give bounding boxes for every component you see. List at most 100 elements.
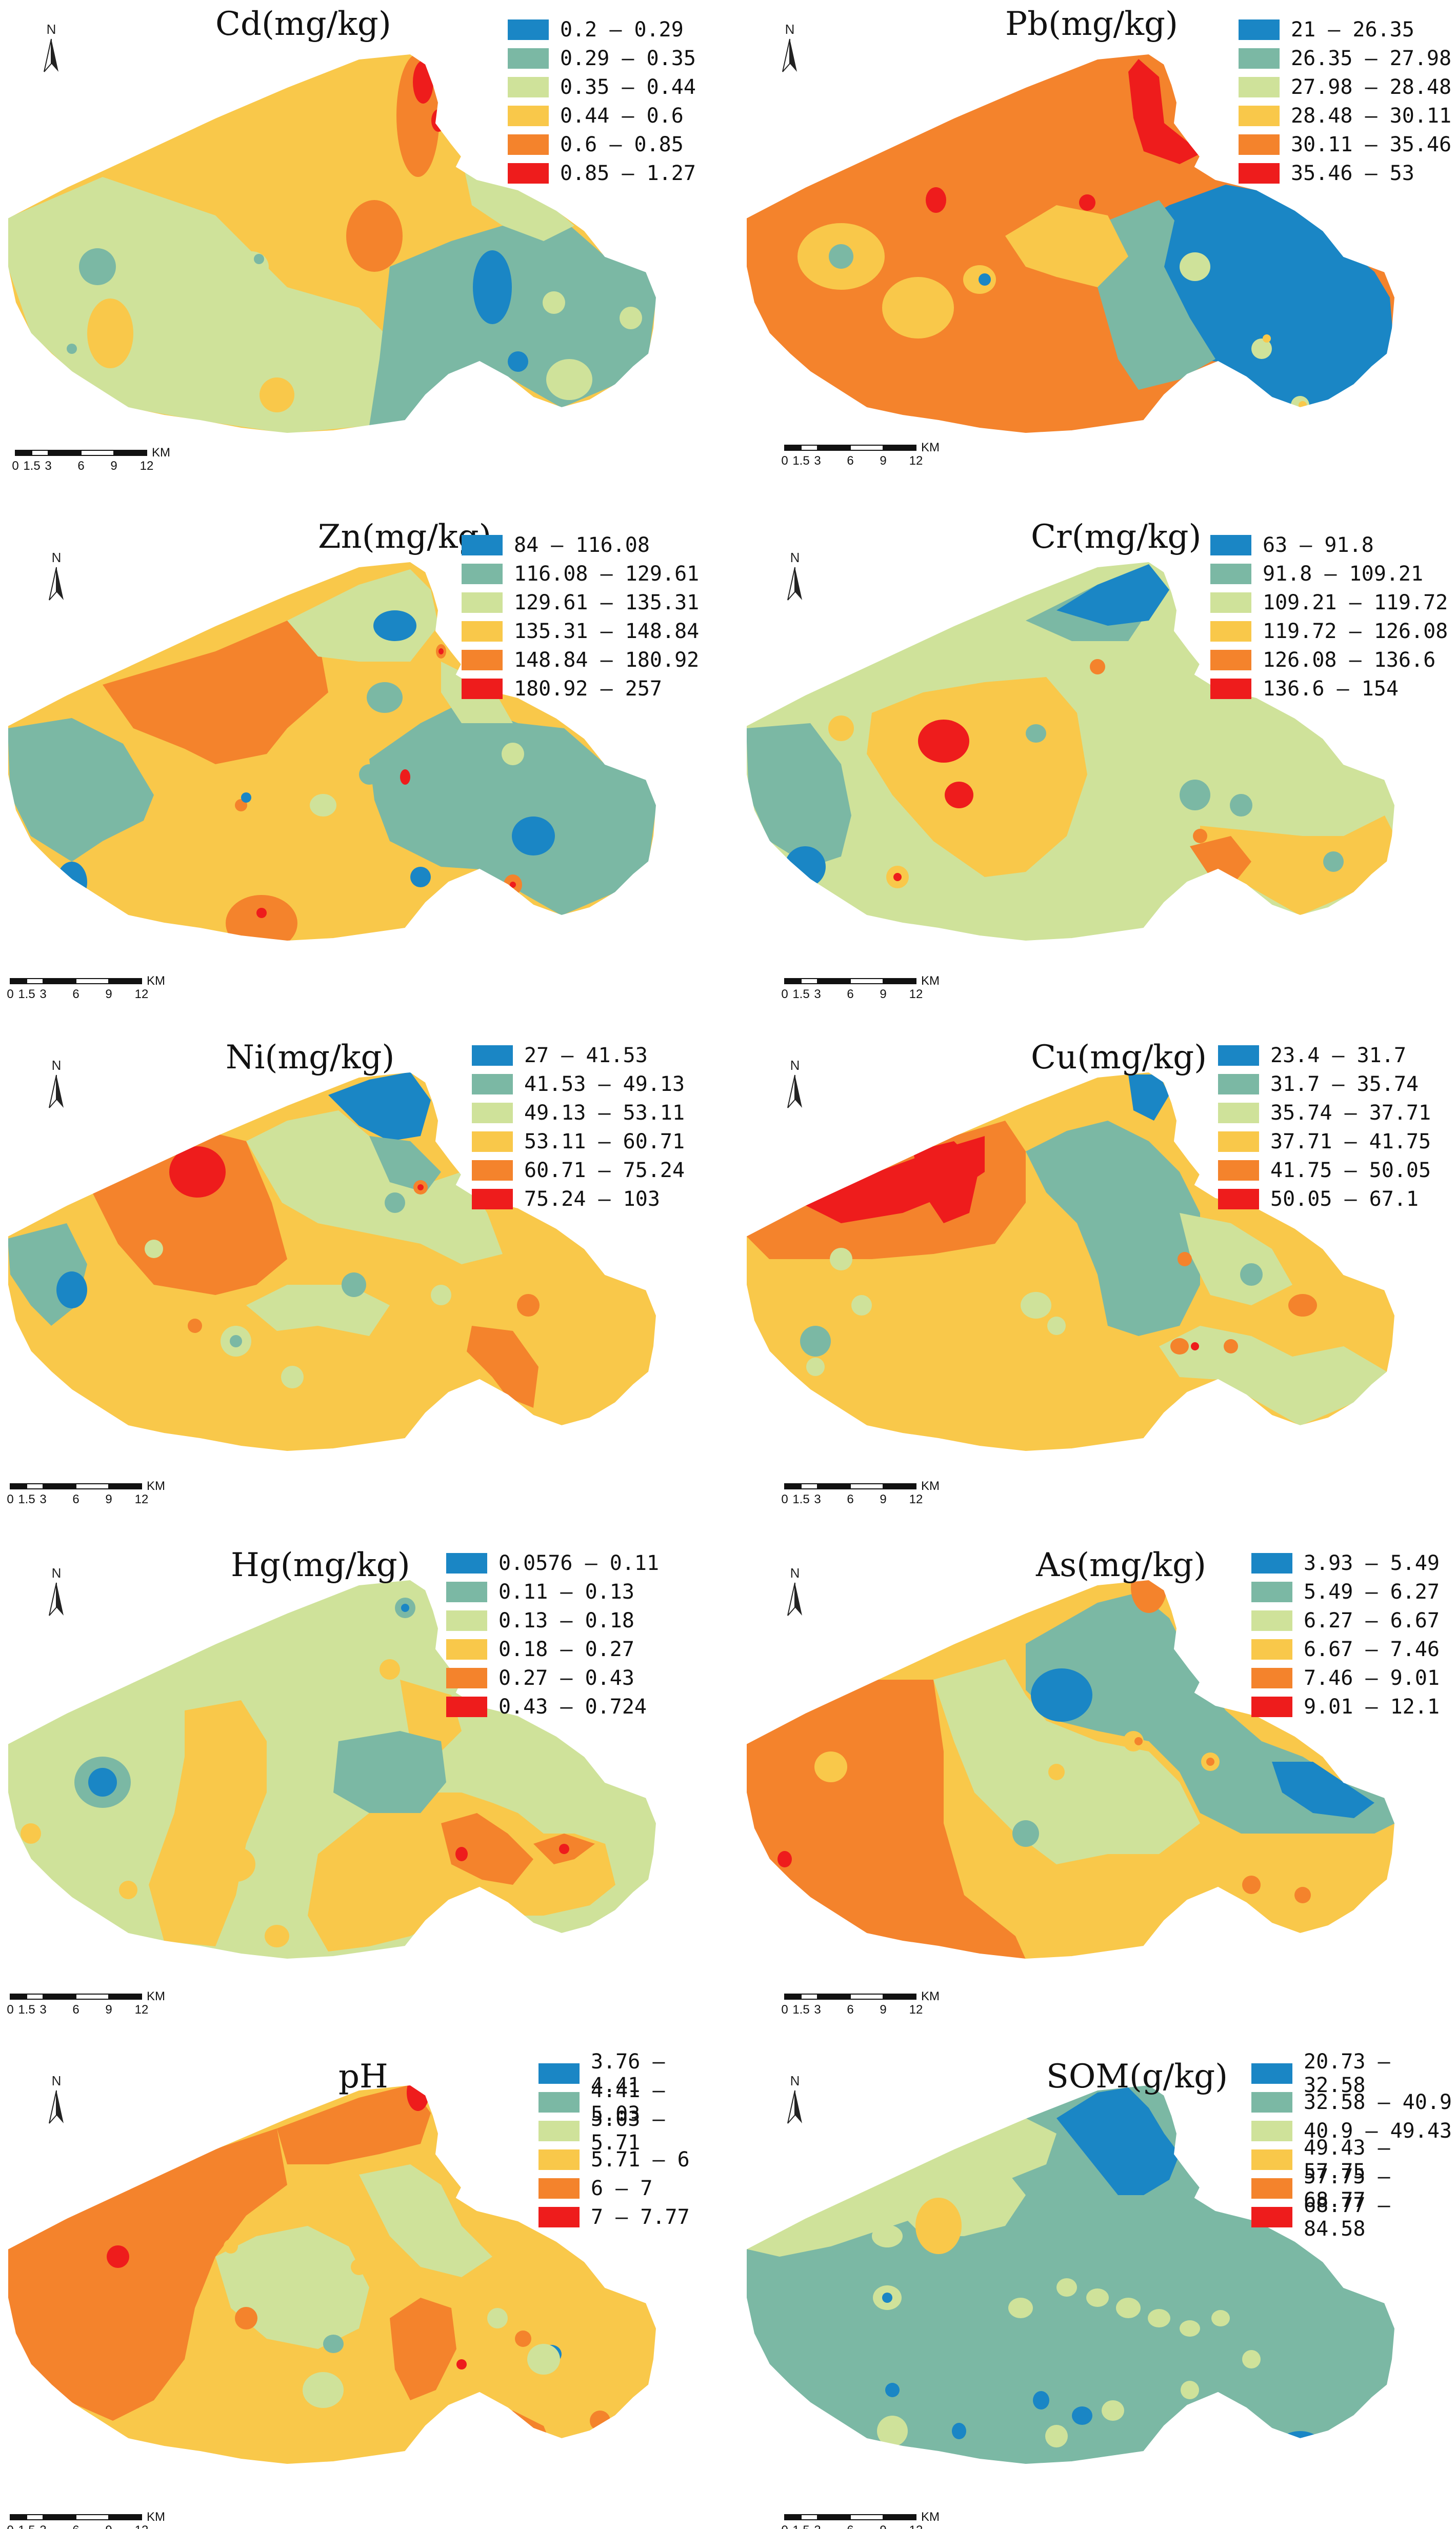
value-patch-class-1 xyxy=(862,636,872,646)
legend-label: 41.75 – 50.05 xyxy=(1270,1159,1431,1182)
legend-swatch xyxy=(508,19,549,40)
legend-item: 9.01 – 12.1 xyxy=(1251,1692,1440,1721)
scale-unit-label: KM xyxy=(147,2511,165,2524)
scale-tick-label: 9 xyxy=(880,2523,886,2529)
legend-swatch xyxy=(446,1553,487,1574)
map-panel-cr: N Cr(mg/kg) 63 – 91.8 91.8 – 109.21 109.21 –… xyxy=(739,508,1456,1010)
value-patch-class-2 xyxy=(1230,794,1252,817)
north-label: N xyxy=(790,1058,800,1073)
value-patch-class-3 xyxy=(1180,2320,1200,2337)
scale-tick-label: 3 xyxy=(814,454,821,468)
legend-swatch xyxy=(508,163,549,184)
scale-tick-label: 1.5 xyxy=(18,987,35,1001)
scale-tick-label: 9 xyxy=(105,987,112,1001)
scale-tick-label: 6 xyxy=(847,1492,853,1506)
legend-label: 68.77 – 84.58 xyxy=(1304,2194,1390,2241)
scale-tick-label: 12 xyxy=(135,2003,149,2017)
legend-item: 3.76 – 4.41 xyxy=(538,2050,718,2097)
legend-item: 60.71 – 75.24 xyxy=(472,1156,685,1185)
value-patch-class-5 xyxy=(961,2459,978,2464)
legend: 63 – 91.8 91.8 – 109.21 109.21 – 119.72 119… xyxy=(1210,531,1448,703)
value-patch-class-1 xyxy=(410,867,431,887)
legend-label: 27.98 – 28.48 xyxy=(1291,75,1452,99)
scale-tick-label: 6 xyxy=(847,2003,853,2017)
region-boundary xyxy=(746,53,1396,434)
legend-item: 27 – 41.53 xyxy=(472,1041,685,1070)
value-patch-class-2 xyxy=(369,703,656,915)
legend-item: 6 – 7 xyxy=(538,2174,718,2203)
value-patch-class-6 xyxy=(913,1141,980,1223)
legend-item: 7.46 – 9.01 xyxy=(1251,1664,1440,1692)
value-patch-class-3 xyxy=(1093,1778,1122,1807)
legend-swatch xyxy=(1210,564,1251,584)
legend-label: 35.74 – 37.71 xyxy=(1270,1101,1431,1125)
value-patch-class-4 xyxy=(1200,815,1395,915)
value-patch-class-2 xyxy=(333,1731,446,1813)
legend-label: 180.92 – 257 xyxy=(514,677,662,701)
legend-item: 148.84 – 180.92 xyxy=(462,646,699,674)
legend-label: 21 – 26.35 xyxy=(1291,18,1414,42)
legend-item: 63 – 91.8 xyxy=(1210,531,1448,560)
legend: 3.76 – 4.41 4.41 – 5.03 5.03 – 5.71 5.71 – … xyxy=(538,2050,718,2232)
map-som xyxy=(746,2084,1396,2465)
legend-swatch xyxy=(1218,1160,1259,1181)
scale-tick-label: 6 xyxy=(847,454,853,468)
value-patch-class-3 xyxy=(431,1285,451,1305)
scale-unit-label: KM xyxy=(147,1990,165,2003)
value-patch-class-1 xyxy=(532,413,591,433)
scale-tick-label: 6 xyxy=(72,2523,79,2529)
value-patch-class-3 xyxy=(487,2308,508,2328)
legend-swatch xyxy=(538,2178,580,2199)
value-patch-class-2 xyxy=(1012,1820,1039,1847)
legend-label: 0.29 – 0.35 xyxy=(560,47,696,70)
legend: 20.73 – 32.58 32.58 – 40.9 40.9 – 49.43 49.… xyxy=(1251,2050,1456,2241)
scale-tick-label: 9 xyxy=(880,454,886,468)
legend-label: 0.44 – 0.6 xyxy=(560,104,684,128)
panel-title: Pb(mg/kg) xyxy=(1005,5,1178,43)
scale-tick-label: 9 xyxy=(105,1492,112,1506)
north-arrow-icon: N xyxy=(44,22,58,72)
legend-swatch xyxy=(538,2092,580,2113)
legend-item: 119.72 – 126.08 xyxy=(1210,617,1448,646)
legend-swatch xyxy=(472,1045,513,1066)
value-patch-class-3 xyxy=(851,1295,872,1316)
legend: 0.2 – 0.29 0.29 – 0.35 0.35 – 0.44 0.44 – 0… xyxy=(508,15,696,188)
legend-label: 0.43 – 0.724 xyxy=(498,1695,647,1719)
value-patch-class-6 xyxy=(169,1146,226,1198)
legend-swatch xyxy=(508,77,549,97)
map-cr xyxy=(746,561,1396,942)
value-patch-class-5 xyxy=(1294,1887,1311,1903)
value-patch-class-4 xyxy=(21,1823,41,1844)
value-patch-class-4 xyxy=(308,1793,615,1951)
value-patch-class-5 xyxy=(517,1294,540,1317)
legend-label: 0.27 – 0.43 xyxy=(498,1666,634,1690)
value-patch-class-1 xyxy=(1056,2087,1180,2195)
legend-label: 49.43 – 57.75 xyxy=(1304,2136,1390,2183)
scale-unit-label: KM xyxy=(921,2511,940,2524)
value-patch-class-3 xyxy=(281,1366,304,1388)
legend-label: 20.73 – 32.58 xyxy=(1304,2050,1390,2097)
legend-label: 0.11 – 0.13 xyxy=(498,1580,634,1604)
scale-tick-label: 0 xyxy=(12,459,18,473)
value-patch-class-2 xyxy=(1026,1121,1200,1336)
scale-tick-label: 3 xyxy=(39,987,46,1001)
value-patch-class-5 xyxy=(1131,1580,1167,1613)
scale-tick-label: 6 xyxy=(77,459,84,473)
legend-item: 4.41 – 5.03 xyxy=(538,2079,718,2126)
scale-tick-label: 1.5 xyxy=(18,1492,35,1506)
value-patch-class-4 xyxy=(149,1700,267,1946)
value-patch-class-1 xyxy=(401,1604,409,1612)
region-boundary xyxy=(746,561,1396,942)
value-patch-class-3 xyxy=(502,743,524,765)
legend-label: 32.58 – 40.9 xyxy=(1304,2090,1452,2114)
map-panel-as: N As(mg/kg) 3.93 – 5.49 5.49 – 6.27 6.27 – 6… xyxy=(739,1526,1456,2028)
legend: 0.0576 – 0.11 0.11 – 0.13 0.13 – 0.18 0.18 … xyxy=(446,1549,659,1721)
value-patch-class-3 xyxy=(1086,2288,1109,2307)
value-patch-class-3 xyxy=(1242,2350,1261,2368)
legend-swatch xyxy=(472,1074,513,1094)
value-patch-class-1 xyxy=(1033,2391,1049,2409)
